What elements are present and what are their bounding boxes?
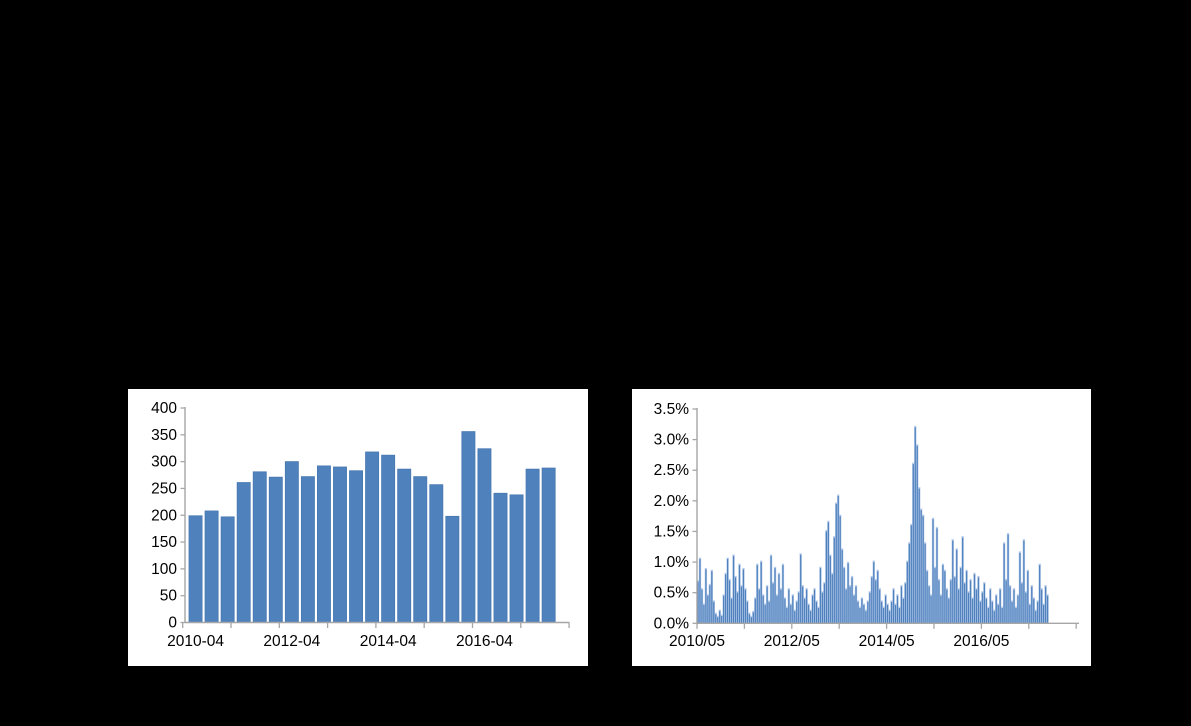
x-axis-tick-label: 2014-04 bbox=[360, 633, 417, 650]
x-axis-tick-label: 2010-04 bbox=[167, 633, 224, 650]
y-axis-tick-label: 150 bbox=[151, 534, 177, 551]
y-axis-tick-label: 200 bbox=[151, 507, 177, 524]
y-axis-tick-label: 0.5% bbox=[654, 585, 690, 602]
y-axis-tick-label: 0 bbox=[168, 615, 177, 632]
bar bbox=[429, 484, 444, 623]
bar bbox=[300, 476, 315, 623]
x-axis-tick-label: 2012/05 bbox=[764, 633, 820, 650]
bar bbox=[252, 471, 267, 623]
bar bbox=[509, 494, 524, 623]
bar bbox=[284, 461, 299, 623]
bar bbox=[236, 482, 251, 623]
x-axis-tick-label: 2014/05 bbox=[859, 633, 915, 650]
y-axis-tick-label: 0.0% bbox=[654, 615, 690, 632]
bar bbox=[445, 515, 460, 623]
bar bbox=[349, 470, 364, 623]
bar bbox=[188, 515, 203, 623]
bar bbox=[316, 465, 331, 623]
x-axis-tick-label: 2012-04 bbox=[263, 633, 320, 650]
x-axis-tick-label: 2016/05 bbox=[953, 633, 1009, 650]
bar bbox=[268, 476, 283, 623]
bar bbox=[493, 492, 508, 623]
x-axis-tick-label: 2010/05 bbox=[669, 633, 725, 650]
bar bbox=[541, 467, 556, 623]
y-axis-tick-label: 1.0% bbox=[654, 554, 690, 571]
bar bbox=[461, 431, 476, 623]
y-axis-tick-label: 3.5% bbox=[654, 401, 690, 418]
x-axis-tick-label: 2016-04 bbox=[456, 633, 513, 650]
percent-series-chart-panel: 0.0% 0.5% 1.0% 1.5% 2.0% 2.5% 3.0% 3.5% 2010/05 2… bbox=[632, 389, 1091, 666]
y-axis-tick-label: 2.0% bbox=[654, 493, 690, 510]
y-axis-tick-label: 300 bbox=[151, 454, 177, 471]
y-axis-tick-label: 400 bbox=[151, 400, 177, 417]
percent-series-chart-svg: 0.0% 0.5% 1.0% 1.5% 2.0% 2.5% 3.0% 3.5% 2010/05 2… bbox=[654, 401, 1079, 650]
bar-chart-svg: 0 50 100 150 200 250 300 350 400 2010-04 2012-04 20… bbox=[151, 400, 570, 650]
bar bbox=[477, 448, 492, 623]
bar-chart-panel: 0 50 100 150 200 250 300 350 400 2010-04 2012-04 20… bbox=[128, 389, 588, 666]
bar bbox=[397, 468, 412, 623]
y-axis-tick-label: 1.5% bbox=[654, 523, 690, 540]
bar bbox=[220, 516, 235, 623]
bar bbox=[204, 510, 219, 623]
bar bbox=[365, 451, 380, 623]
y-axis-tick-label: 350 bbox=[151, 427, 177, 444]
y-axis-tick-label: 250 bbox=[151, 480, 177, 497]
y-axis-tick-label: 2.5% bbox=[654, 462, 690, 479]
y-axis-tick-label: 3.0% bbox=[654, 432, 690, 449]
bar bbox=[525, 468, 540, 623]
y-axis-tick-label: 100 bbox=[151, 561, 177, 578]
bar bbox=[333, 466, 347, 623]
y-axis-tick-label: 50 bbox=[160, 588, 178, 605]
bar bbox=[381, 454, 396, 623]
bar bbox=[413, 476, 428, 623]
